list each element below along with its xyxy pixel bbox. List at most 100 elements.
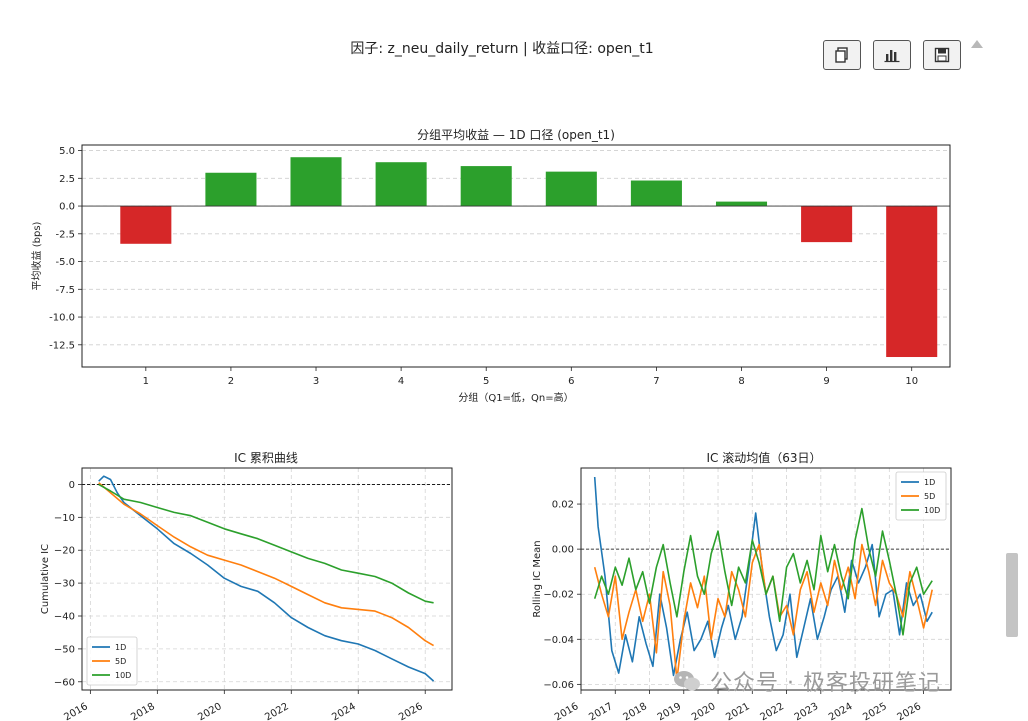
y-tick-label: −30 (54, 579, 75, 590)
legend-label: 10D (924, 506, 940, 515)
figure-title: 因子: z_neu_daily_return | 收益口径: open_t1 (350, 41, 654, 57)
x-tick-label: 2022 (263, 701, 291, 721)
x-tick-label: 7 (653, 376, 659, 387)
y-tick-label: −60 (54, 677, 75, 688)
bar-10 (886, 206, 938, 358)
x-tick-label: 5 (483, 376, 489, 387)
x-tick-label: 2016 (553, 701, 581, 721)
x-tick-label: 2025 (861, 701, 889, 721)
wechat-icon (674, 671, 700, 691)
y-ticks: 5.0 2.5 0.0 -2.5 -5.0 -7.5 -10.0 -12.5 (49, 146, 82, 351)
series-lines (98, 475, 435, 682)
x-tick-label: 2026 (397, 701, 425, 721)
y-tick-label: −40 (54, 612, 75, 623)
bar-6 (545, 171, 597, 207)
x-tick-label: 2024 (827, 701, 855, 721)
y-ticks: 0.02 0.00 −0.02 −0.04 −0.06 (543, 500, 581, 691)
group-return-chart: 分组平均收益 — 1D 口径 (open_t1) 5.0 2.5 0.0 -2.5 -5… (30, 128, 951, 404)
x-tick-label: 2024 (330, 701, 358, 721)
view-data-button[interactable] (873, 40, 911, 70)
y-tick-label: 0.02 (552, 500, 574, 511)
bar-8 (715, 201, 768, 207)
legend-box (895, 471, 947, 521)
y-tick-label: −20 (54, 546, 75, 557)
x-tick-label: 2020 (196, 701, 224, 721)
series-line-1D (98, 475, 435, 682)
x-tick-label: 2022 (759, 701, 787, 721)
x-tick-label: 2026 (896, 701, 924, 721)
x-tick-label: 2023 (793, 701, 821, 721)
chart-title: IC 滚动均值（63日） (706, 450, 821, 465)
save-button[interactable] (923, 40, 961, 70)
y-tick-label: -2.5 (55, 229, 75, 240)
bar-2 (205, 172, 257, 207)
y-tick-label: −10 (54, 513, 75, 524)
x-tick-label: 2021 (724, 701, 752, 721)
x-tick-label: 2018 (129, 701, 157, 721)
x-tick-label: 2017 (587, 701, 615, 721)
y-axis-label: Cumulative IC (40, 544, 51, 614)
x-tick-label: 2016 (62, 701, 90, 721)
plot-frame (81, 144, 951, 368)
bar-4 (375, 162, 427, 207)
x-axis-label: 分组（Q1=低，Qn=高） (458, 391, 573, 404)
y-tick-label: 0 (69, 480, 75, 491)
x-tick-label: 2020 (690, 701, 718, 721)
y-axis-label: Rolling IC Mean (532, 540, 543, 617)
watermark: 公众号 · 极客投研笔记 (672, 664, 941, 698)
x-tick-label: 9 (823, 376, 829, 387)
bar-1 (120, 206, 172, 244)
cumulative-ic-chart: IC 累积曲线 0 −10 −20 −30 −40 −50 −60 2016 2018 2020… (40, 451, 453, 721)
x-tick-label: 6 (568, 376, 574, 387)
y-tick-label: −0.02 (543, 590, 574, 601)
y-tick-label: -12.5 (49, 340, 75, 351)
bar-chart-icon (884, 50, 900, 63)
watermark-text: 公众号 · 极客投研笔记 (710, 671, 941, 696)
y-tick-label: 2.5 (59, 174, 75, 185)
copy-button[interactable] (823, 40, 861, 70)
plot-frame (580, 467, 952, 691)
y-tick-label: −0.06 (543, 680, 574, 691)
series-line-10D (98, 483, 434, 604)
grid (580, 468, 951, 690)
x-ticks: 1 2 3 4 5 6 7 8 9 10 (143, 367, 918, 387)
legend-box (86, 636, 138, 686)
x-tick-label: 3 (313, 376, 319, 387)
copy-icon (835, 47, 848, 63)
legend: 1D 5D 10D (86, 636, 138, 686)
legend-label: 5D (924, 492, 935, 501)
scrollbar-thumb[interactable] (1006, 553, 1018, 637)
bar-3 (290, 157, 342, 207)
legend-label: 5D (115, 657, 126, 666)
y-tick-label: -5.0 (55, 257, 75, 268)
y-tick-label: −50 (54, 644, 75, 655)
series-line-5D (593, 543, 933, 681)
chart-title: 分组平均收益 — 1D 口径 (open_t1) (417, 128, 615, 142)
chart-title: IC 累积曲线 (234, 451, 298, 465)
y-axis-label: 平均收益 (bps) (30, 221, 43, 290)
x-tick-label: 2018 (621, 701, 649, 721)
x-tick-label: 10 (905, 376, 918, 387)
y-tick-label: 0.0 (59, 202, 75, 213)
legend-label: 1D (924, 478, 935, 487)
series-line-5D (98, 482, 435, 647)
y-tick-label: −0.04 (543, 635, 574, 646)
y-tick-label: -10.0 (49, 313, 75, 324)
x-tick-label: 2 (228, 376, 234, 387)
x-tick-label: 4 (398, 376, 404, 387)
x-tick-label: 1 (143, 376, 149, 387)
plot-frame (81, 467, 453, 691)
y-tick-label: 5.0 (59, 146, 75, 157)
x-tick-label: 2019 (656, 701, 684, 721)
bar-5 (460, 166, 512, 207)
y-tick-label: -7.5 (55, 285, 75, 296)
bar-9 (801, 206, 853, 243)
bars (120, 157, 938, 358)
caret-up-icon[interactable] (971, 40, 983, 48)
x-tick-label: 8 (738, 376, 744, 387)
legend-label: 10D (115, 671, 131, 680)
x-ticks: 2016 2018 2020 2022 2024 2026 (62, 690, 426, 721)
legend-label: 1D (115, 643, 126, 652)
bar-7 (630, 180, 682, 207)
